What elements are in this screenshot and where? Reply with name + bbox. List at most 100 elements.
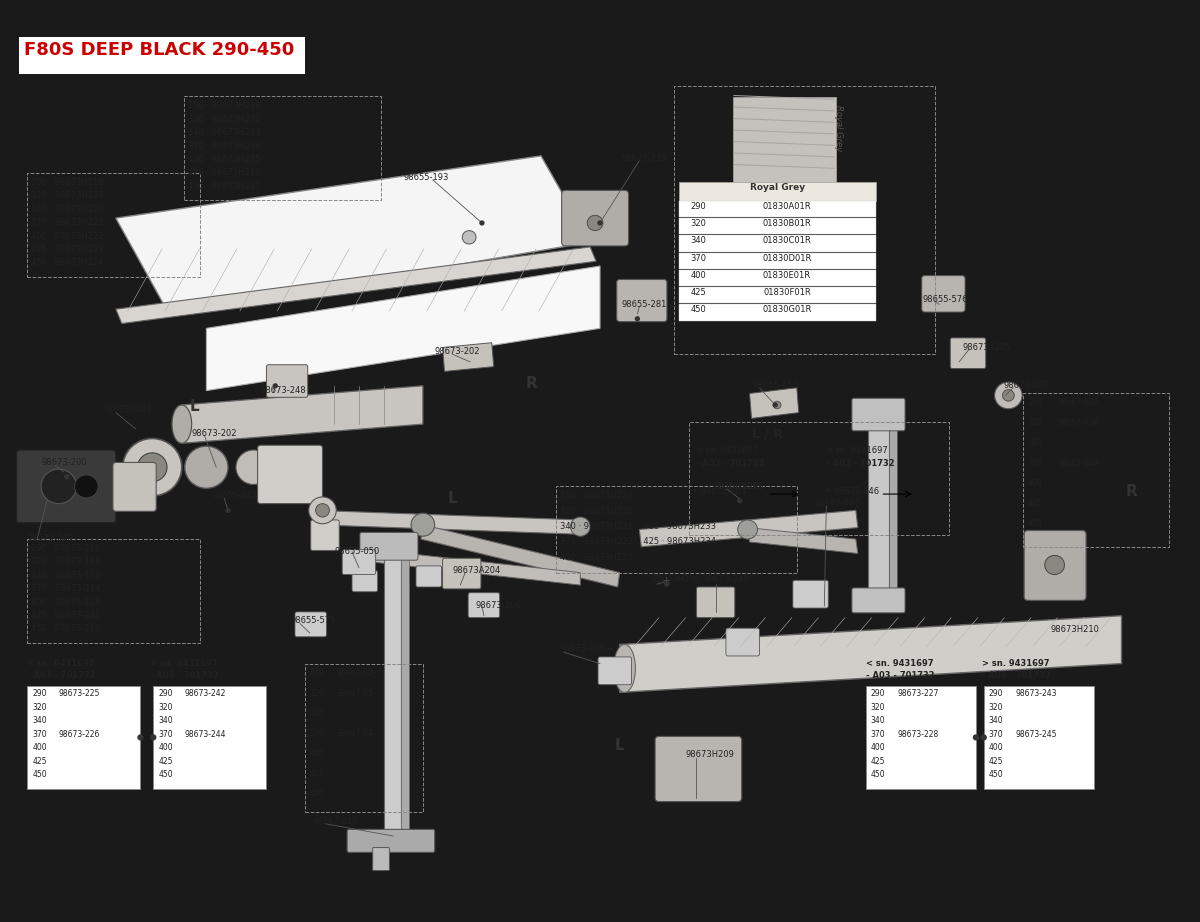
- Circle shape: [412, 514, 434, 537]
- Bar: [679, 219, 876, 234]
- Text: 370 · 98673-114: 370 · 98673-114: [31, 585, 101, 593]
- Circle shape: [1045, 555, 1064, 574]
- Text: 425: 425: [690, 288, 707, 297]
- Text: - A03 - 701732: - A03 - 701732: [982, 671, 1050, 680]
- Text: 425: 425: [158, 757, 173, 765]
- Text: 290: 290: [158, 690, 173, 699]
- Text: 450 · 98673H224: 450 · 98673H224: [31, 258, 103, 267]
- Bar: [889, 409, 898, 597]
- Text: 98667-016: 98667-016: [313, 817, 359, 826]
- Text: 340 · 98673H213: 340 · 98673H213: [187, 128, 260, 137]
- Bar: [679, 287, 876, 303]
- Text: 98667-03-: 98667-03-: [336, 689, 376, 698]
- Text: 370: 370: [989, 729, 1003, 739]
- Bar: [19, 37, 305, 74]
- Text: 400: 400: [1028, 479, 1043, 488]
- Text: - A03 - 701732: - A03 - 701732: [696, 458, 766, 467]
- Text: 450 · 98673H217: 450 · 98673H217: [187, 182, 260, 191]
- Circle shape: [773, 401, 781, 408]
- Text: 320: 320: [32, 703, 47, 712]
- Circle shape: [995, 382, 1022, 408]
- Text: 370: 370: [690, 254, 707, 263]
- Text: 98673-228: 98673-228: [898, 729, 938, 739]
- Text: 400 · 98673H222: 400 · 98673H222: [31, 231, 103, 241]
- Bar: [679, 270, 876, 286]
- Text: 98673-207: 98673-207: [1003, 381, 1049, 390]
- FancyBboxPatch shape: [922, 276, 965, 312]
- Text: 340: 340: [690, 236, 707, 245]
- Circle shape: [74, 475, 98, 498]
- Circle shape: [65, 475, 68, 479]
- Polygon shape: [364, 549, 581, 585]
- Text: 370 · 98673H214: 370 · 98673H214: [187, 141, 260, 150]
- Text: • 98673-246: • 98673-246: [827, 488, 880, 496]
- FancyBboxPatch shape: [655, 737, 742, 801]
- Polygon shape: [116, 247, 596, 324]
- Text: - A03 - 701732: - A03 - 701732: [28, 671, 96, 680]
- Text: < sn. 9431697: < sn. 9431697: [696, 446, 758, 455]
- FancyBboxPatch shape: [347, 830, 434, 852]
- FancyBboxPatch shape: [258, 445, 323, 503]
- Text: 98667-04A: 98667-04A: [1057, 458, 1099, 467]
- Text: 320: 320: [310, 689, 324, 698]
- Polygon shape: [116, 156, 590, 314]
- Circle shape: [598, 221, 602, 225]
- Text: 98673-248: 98673-248: [260, 385, 306, 395]
- Text: > sn. 9431697: > sn. 9431697: [150, 659, 218, 668]
- Text: 290 · 98673H218: 290 · 98673H218: [31, 178, 104, 187]
- Text: - A03 - 701732: - A03 - 701732: [827, 458, 895, 467]
- FancyBboxPatch shape: [373, 847, 390, 870]
- FancyBboxPatch shape: [617, 279, 667, 322]
- Text: 320: 320: [1028, 419, 1043, 428]
- Text: 450 · 98673H235: 450 · 98673H235: [559, 552, 632, 561]
- Text: < sn. 9431697: < sn. 9431697: [28, 659, 95, 668]
- Text: 320 · 98673H212: 320 · 98673H212: [187, 114, 260, 124]
- Bar: [689, 422, 949, 536]
- Text: F80S DEEP BLACK 290-450: F80S DEEP BLACK 290-450: [24, 41, 295, 59]
- Circle shape: [665, 582, 668, 586]
- Text: 400: 400: [690, 271, 707, 280]
- Text: 290 · 98673H211: 290 · 98673H211: [187, 101, 260, 111]
- Text: 98673-239: 98673-239: [622, 154, 667, 163]
- Text: 98673-200: 98673-200: [41, 457, 86, 467]
- Text: 340: 340: [158, 716, 173, 726]
- FancyBboxPatch shape: [1024, 530, 1086, 600]
- Text: 320: 320: [690, 219, 707, 228]
- Circle shape: [308, 497, 336, 524]
- FancyBboxPatch shape: [443, 558, 481, 589]
- Circle shape: [587, 215, 602, 230]
- Text: 370: 370: [871, 729, 886, 739]
- Text: 98673-202: 98673-202: [192, 429, 238, 438]
- Text: 370 · 98673H221: 370 · 98673H221: [31, 219, 104, 227]
- Text: 340 · 98673-113: 340 · 98673-113: [31, 571, 101, 580]
- FancyBboxPatch shape: [295, 612, 326, 637]
- Polygon shape: [640, 511, 858, 547]
- Bar: [28, 539, 199, 643]
- Bar: [865, 686, 976, 789]
- FancyBboxPatch shape: [950, 337, 985, 369]
- Text: 425: 425: [310, 769, 324, 778]
- Bar: [184, 97, 380, 200]
- Text: 98667-02A: 98667-02A: [1057, 398, 1099, 408]
- FancyBboxPatch shape: [311, 520, 340, 550]
- FancyBboxPatch shape: [696, 587, 734, 618]
- Circle shape: [738, 499, 742, 502]
- Text: 450: 450: [310, 789, 324, 798]
- Polygon shape: [182, 385, 422, 443]
- Text: 98673H210: 98673H210: [1051, 625, 1099, 634]
- FancyBboxPatch shape: [468, 593, 499, 618]
- Text: 450: 450: [158, 770, 173, 779]
- Text: 290: 290: [871, 690, 886, 699]
- Text: > sn. 9431697: > sn. 9431697: [827, 446, 888, 455]
- Text: 340: 340: [989, 716, 1003, 726]
- Text: 290: 290: [1028, 398, 1043, 408]
- Text: 98673-249: 98673-249: [703, 575, 749, 585]
- Text: 320: 320: [989, 703, 1003, 712]
- Circle shape: [236, 450, 271, 484]
- Text: 425: 425: [989, 757, 1003, 765]
- Bar: [28, 173, 199, 277]
- Text: 98673-243: 98673-243: [1015, 690, 1057, 699]
- Circle shape: [138, 735, 143, 739]
- Text: 98673-226: 98673-226: [59, 729, 100, 739]
- Text: 98655-575: 98655-575: [290, 616, 336, 625]
